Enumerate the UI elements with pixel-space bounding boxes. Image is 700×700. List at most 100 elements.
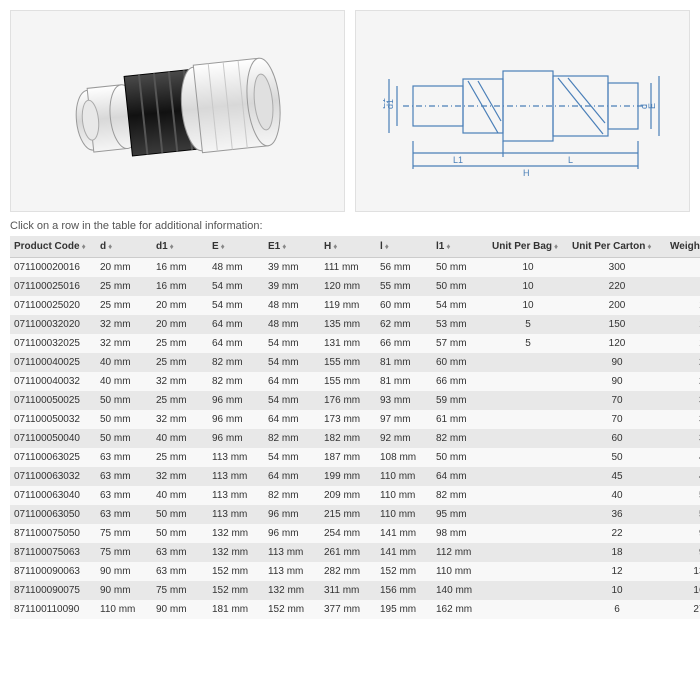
cell-d1: 32 mm xyxy=(152,467,208,486)
cell-l1: 50 mm xyxy=(432,258,488,278)
cell-bag: 10 xyxy=(488,258,568,278)
cell-carton: 300 xyxy=(568,258,666,278)
cell-code: 071100025016 xyxy=(10,277,96,296)
cell-l1: 98 mm xyxy=(432,524,488,543)
cell-carton: 10 xyxy=(568,581,666,600)
table-row[interactable]: 07110002502025 mm20 mm54 mm48 mm119 mm60… xyxy=(10,296,700,315)
table-row[interactable]: 07110006304063 mm40 mm113 mm82 mm209 mm1… xyxy=(10,486,700,505)
cell-e: 181 mm xyxy=(208,600,264,619)
table-row[interactable]: 07110006305063 mm50 mm113 mm96 mm215 mm1… xyxy=(10,505,700,524)
cell-h: 377 mm xyxy=(320,600,376,619)
col-d1[interactable]: d1♦ xyxy=(152,236,208,258)
cell-e: 113 mm xyxy=(208,486,264,505)
cell-weight: 341 g xyxy=(666,410,700,429)
cell-h: 176 mm xyxy=(320,391,376,410)
cell-carton: 22 xyxy=(568,524,666,543)
table-row[interactable]: 07110004003240 mm32 mm82 mm64 mm155 mm81… xyxy=(10,372,700,391)
cell-code: 071100063032 xyxy=(10,467,96,486)
cell-d1: 16 mm xyxy=(152,277,208,296)
cell-code: 871100090063 xyxy=(10,562,96,581)
cell-weight: 960 g xyxy=(666,543,700,562)
cell-weight: 88 g xyxy=(666,277,700,296)
cell-weight: 1393 g xyxy=(666,562,700,581)
cell-h: 209 mm xyxy=(320,486,376,505)
table-row[interactable]: 07110002001620 mm16 mm48 mm39 mm111 mm56… xyxy=(10,258,700,278)
cell-l: 108 mm xyxy=(376,448,432,467)
cell-weight: 74 g xyxy=(666,258,700,278)
svg-text:L1: L1 xyxy=(453,155,463,165)
cell-e: 152 mm xyxy=(208,562,264,581)
cell-weight: 244 g xyxy=(666,372,700,391)
cell-d: 32 mm xyxy=(96,315,152,334)
cell-l1: 61 mm xyxy=(432,410,488,429)
cell-bag xyxy=(488,372,568,391)
cell-l: 81 mm xyxy=(376,353,432,372)
cell-h: 155 mm xyxy=(320,353,376,372)
cell-code: 071100050025 xyxy=(10,391,96,410)
col-e1[interactable]: E1♦ xyxy=(264,236,320,258)
cell-e: 96 mm xyxy=(208,429,264,448)
table-row[interactable]: 87110007506375 mm63 mm132 mm113 mm261 mm… xyxy=(10,543,700,562)
sort-icon: ♦ xyxy=(446,242,450,251)
table-row[interactable]: 07110006303263 mm32 mm113 mm64 mm199 mm1… xyxy=(10,467,700,486)
cell-bag: 10 xyxy=(488,277,568,296)
col-l1[interactable]: l1♦ xyxy=(432,236,488,258)
cell-bag: 5 xyxy=(488,334,568,353)
cell-code: 071100063050 xyxy=(10,505,96,524)
cell-d1: 25 mm xyxy=(152,334,208,353)
table-row[interactable]: 87110009006390 mm63 mm152 mm113 mm282 mm… xyxy=(10,562,700,581)
table-row[interactable]: 07110005002550 mm25 mm96 mm54 mm176 mm93… xyxy=(10,391,700,410)
col-d[interactable]: d♦ xyxy=(96,236,152,258)
table-row[interactable]: 07110006302563 mm25 mm113 mm54 mm187 mm1… xyxy=(10,448,700,467)
cell-e1: 64 mm xyxy=(264,410,320,429)
cell-e: 82 mm xyxy=(208,372,264,391)
cell-e: 113 mm xyxy=(208,505,264,524)
cell-d1: 32 mm xyxy=(152,372,208,391)
table-row[interactable]: 871100110090110 mm90 mm181 mm152 mm377 m… xyxy=(10,600,700,619)
cell-l: 152 mm xyxy=(376,562,432,581)
table-row[interactable]: 87110007505075 mm50 mm132 mm96 mm254 mm1… xyxy=(10,524,700,543)
cell-e: 113 mm xyxy=(208,467,264,486)
cell-weight: 1659 g xyxy=(666,581,700,600)
table-row[interactable]: 87110009007590 mm75 mm152 mm132 mm311 mm… xyxy=(10,581,700,600)
table-row[interactable]: 07110003202532 mm25 mm64 mm54 mm131 mm66… xyxy=(10,334,700,353)
cell-weight: 213 g xyxy=(666,353,700,372)
cell-l1: 66 mm xyxy=(432,372,488,391)
col-product-code[interactable]: Product Code♦ xyxy=(10,236,96,258)
col-unit-per-carton[interactable]: Unit Per Carton♦ xyxy=(568,236,666,258)
col-e[interactable]: E♦ xyxy=(208,236,264,258)
table-row[interactable]: 07110004002540 mm25 mm82 mm54 mm155 mm81… xyxy=(10,353,700,372)
cell-d: 90 mm xyxy=(96,581,152,600)
cell-weight: 461 g xyxy=(666,448,700,467)
cell-d1: 25 mm xyxy=(152,353,208,372)
cell-d1: 20 mm xyxy=(152,296,208,315)
cell-e1: 82 mm xyxy=(264,429,320,448)
cell-weight: 143 g xyxy=(666,334,700,353)
cell-d: 63 mm xyxy=(96,505,152,524)
cell-bag xyxy=(488,448,568,467)
table-row[interactable]: 07110003202032 mm20 mm64 mm48 mm135 mm62… xyxy=(10,315,700,334)
svg-text:E: E xyxy=(647,103,657,109)
cell-code: 071100050032 xyxy=(10,410,96,429)
image-row: L1 L H d1 E1 d E xyxy=(10,10,690,212)
cell-e1: 96 mm xyxy=(264,505,320,524)
table-row[interactable]: 07110005003250 mm32 mm96 mm64 mm173 mm97… xyxy=(10,410,700,429)
col-l[interactable]: l♦ xyxy=(376,236,432,258)
cell-carton: 120 xyxy=(568,334,666,353)
cell-l: 141 mm xyxy=(376,543,432,562)
table-row[interactable]: 07110002501625 mm16 mm54 mm39 mm120 mm55… xyxy=(10,277,700,296)
cell-e: 54 mm xyxy=(208,277,264,296)
cell-code: 871100090075 xyxy=(10,581,96,600)
cell-e: 152 mm xyxy=(208,581,264,600)
cell-l: 92 mm xyxy=(376,429,432,448)
cell-d: 63 mm xyxy=(96,448,152,467)
cell-carton: 6 xyxy=(568,600,666,619)
col-unit-per-bag[interactable]: Unit Per Bag♦ xyxy=(488,236,568,258)
cell-e1: 132 mm xyxy=(264,581,320,600)
cell-e1: 96 mm xyxy=(264,524,320,543)
table-row[interactable]: 07110005004050 mm40 mm96 mm82 mm182 mm92… xyxy=(10,429,700,448)
col-h[interactable]: H♦ xyxy=(320,236,376,258)
col-weight[interactable]: Weight♦ xyxy=(666,236,700,258)
cell-carton: 50 xyxy=(568,448,666,467)
cell-d: 63 mm xyxy=(96,467,152,486)
